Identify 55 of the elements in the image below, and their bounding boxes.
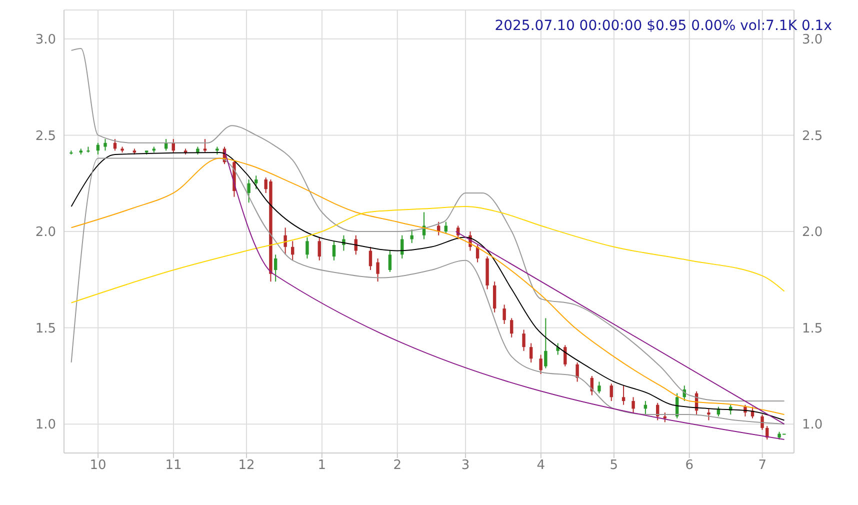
candlestick xyxy=(622,385,626,406)
candlestick xyxy=(284,227,287,256)
candlestick xyxy=(274,254,278,282)
y-tick-label: 1.5 xyxy=(35,321,56,336)
y2-tick-label: 3.0 xyxy=(802,32,823,48)
candlestick xyxy=(306,236,309,259)
x-tick-label: 1 xyxy=(318,458,326,474)
x-tick-label: 2 xyxy=(393,458,402,474)
candlestick xyxy=(492,281,496,313)
candlestick xyxy=(544,318,548,369)
candlestick xyxy=(663,412,667,423)
candlestick xyxy=(539,354,542,375)
candlestick xyxy=(632,396,635,414)
candlestick xyxy=(104,138,107,152)
line-series xyxy=(70,48,785,402)
x-tick-label: 7 xyxy=(758,458,767,474)
y-tick-label: 2.0 xyxy=(35,225,56,240)
y-tick-label: 3.0 xyxy=(35,32,56,48)
x-tick-label: 6 xyxy=(685,458,694,474)
y-tick-label: 2.5 xyxy=(35,128,56,144)
candlestick xyxy=(510,318,514,338)
x-tick-label: 10 xyxy=(90,458,106,474)
candlestick xyxy=(410,229,414,244)
candlestick xyxy=(444,221,448,234)
y-tick-label: 1.0 xyxy=(35,418,56,433)
y2-tick-label: 2.0 xyxy=(802,225,823,240)
x-tick-label: 5 xyxy=(610,458,618,474)
y2-tick-label: 1.0 xyxy=(802,418,823,433)
candlestick xyxy=(247,178,250,204)
x-tick-label: 11 xyxy=(165,458,182,474)
candlestick xyxy=(598,381,601,394)
text: 2025.07.10 00:00:00 $0.95 0.00% vol:7.1K 0.1x xyxy=(494,18,832,34)
candlestick xyxy=(332,240,336,261)
candlestick xyxy=(502,304,506,324)
x-tick-label: 4 xyxy=(536,458,546,474)
candlestick xyxy=(318,236,321,261)
candlestick xyxy=(529,342,533,363)
candlestick xyxy=(522,329,526,352)
candlestick xyxy=(576,362,579,382)
candlestick xyxy=(610,383,613,402)
x-tick-label: 3 xyxy=(461,458,470,474)
candlestick xyxy=(760,414,764,430)
candlestick xyxy=(368,246,372,271)
candlestick xyxy=(707,408,710,421)
candlestick xyxy=(342,234,346,252)
y2-tick-label: 2.5 xyxy=(802,128,823,144)
x-tick-label: 12 xyxy=(238,458,255,474)
candlestick xyxy=(388,250,392,272)
candlestick xyxy=(203,138,207,154)
y2-tick-label: 1.5 xyxy=(802,321,823,336)
candlestick xyxy=(376,258,380,282)
candlestick xyxy=(556,342,560,356)
line-series xyxy=(70,206,785,304)
candlestick xyxy=(291,240,294,261)
candlestick xyxy=(254,175,258,190)
